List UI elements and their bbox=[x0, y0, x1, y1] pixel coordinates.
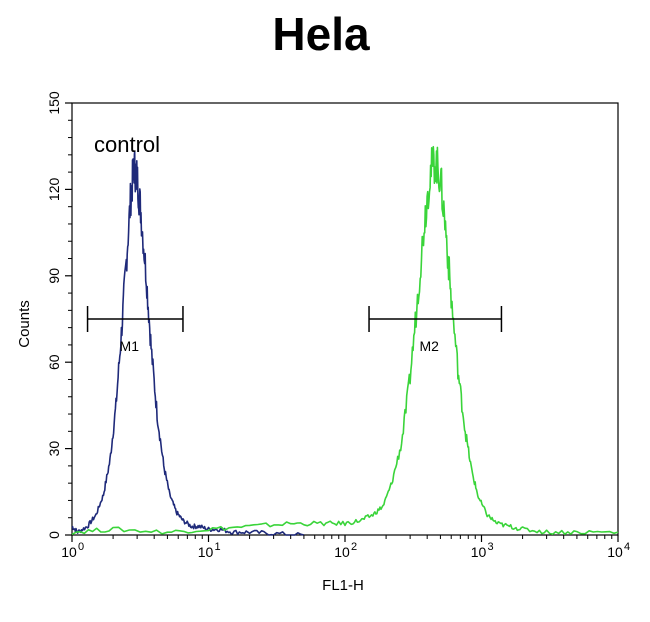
x-tick-exponent: 0 bbox=[78, 541, 84, 553]
chart-title: Hela bbox=[272, 8, 370, 60]
y-tick-label: 90 bbox=[46, 268, 62, 284]
y-axis-ticks: 0 30 60 90 120 150 bbox=[46, 91, 72, 539]
control-annotation: control bbox=[94, 132, 160, 157]
y-tick-label: 0 bbox=[46, 531, 62, 539]
x-tick-exponent: 4 bbox=[624, 541, 630, 553]
x-tick-label: 10 bbox=[471, 544, 487, 560]
y-tick-label: 60 bbox=[46, 354, 62, 370]
y-tick-label: 150 bbox=[46, 91, 62, 115]
x-tick-exponent: 1 bbox=[214, 541, 220, 553]
marker-label: M2 bbox=[420, 338, 440, 354]
y-tick-label: 120 bbox=[46, 178, 62, 202]
x-axis-label: FL1-H bbox=[322, 577, 364, 594]
histogram-series-2 bbox=[71, 145, 619, 536]
histogram-series-1 bbox=[71, 150, 305, 536]
y-tick-label: 30 bbox=[46, 441, 62, 457]
series-layer bbox=[71, 145, 619, 536]
marker-label: M1 bbox=[120, 338, 140, 354]
y-axis-label: Counts bbox=[16, 300, 33, 348]
x-tick-label: 10 bbox=[198, 544, 214, 560]
x-axis-ticks: 10 0 10 1 10 2 10 3 10 4 bbox=[61, 535, 630, 560]
x-tick-label: 10 bbox=[334, 544, 350, 560]
x-tick-exponent: 2 bbox=[351, 541, 357, 553]
x-tick-label: 10 bbox=[61, 544, 77, 560]
x-tick-label: 10 bbox=[607, 544, 623, 560]
x-tick-exponent: 3 bbox=[487, 541, 493, 553]
gate-markers: M1 M2 bbox=[86, 306, 503, 354]
